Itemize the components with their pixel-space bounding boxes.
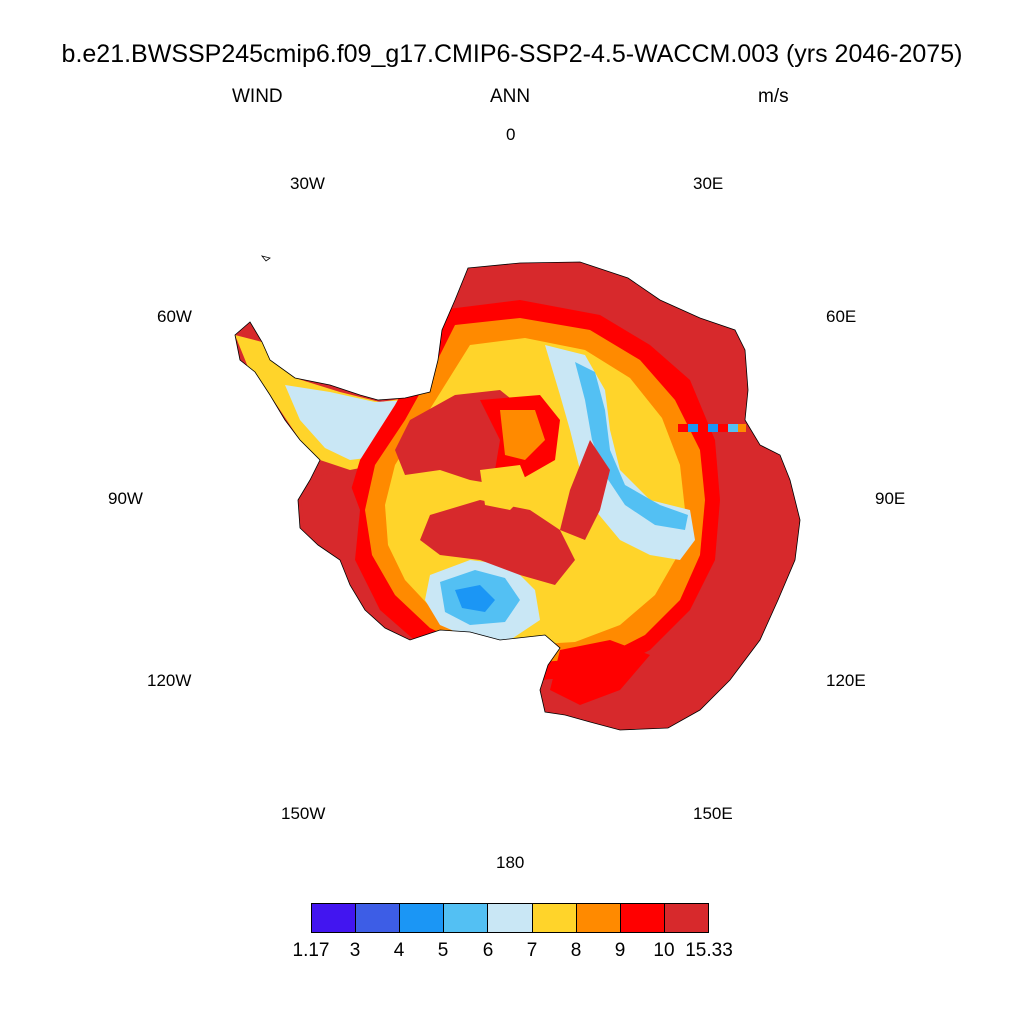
- island-outline: [260, 255, 271, 262]
- wind-pole-center: [480, 465, 530, 510]
- colorbar-label: 4: [393, 940, 405, 961]
- lon-label-120e: 120E: [826, 671, 866, 690]
- lon-label-0: 0: [506, 125, 516, 144]
- colorbar-label: 6: [482, 940, 494, 961]
- lon-label-30w: 30W: [290, 174, 325, 193]
- wind-core-east: [560, 440, 610, 540]
- amery-strip: [678, 424, 746, 432]
- wind-rim-west: [300, 470, 375, 620]
- coastline: [234, 261, 801, 731]
- lon-label-180: 180: [496, 853, 525, 872]
- colorbar-label: 8: [570, 940, 582, 961]
- colorbar-label: 10: [653, 940, 675, 961]
- wind-core-south: [420, 500, 575, 585]
- colorbar-swatch: [356, 904, 401, 932]
- colorbar-label: 9: [614, 940, 626, 961]
- colorbar-label: 1.17: [292, 940, 330, 961]
- colorbar-swatch: [488, 904, 533, 932]
- lon-label-60e: 60E: [826, 307, 857, 326]
- colorbar-swatch: [576, 904, 621, 932]
- season-label: ANN: [490, 86, 531, 107]
- colorbar-label: 15.33: [685, 940, 733, 961]
- lon-label-150e: 150E: [693, 804, 733, 823]
- units-label: m/s: [758, 86, 789, 107]
- lon-label-90w: 90W: [108, 489, 143, 508]
- colorbar-label: 3: [349, 940, 361, 961]
- colorbar-label: 5: [437, 940, 449, 961]
- wind-level-5-6-east: [575, 362, 688, 530]
- lon-label-30e: 30E: [693, 174, 724, 193]
- lon-label-120w: 120W: [147, 671, 192, 690]
- lon-label-90e: 90E: [875, 489, 906, 508]
- wind-core-north-inner: [500, 410, 545, 460]
- lon-label-60w: 60W: [157, 307, 192, 326]
- plot-title: b.e21.BWSSP245cmip6.f09_g17.CMIP6-SSP2-4…: [61, 40, 963, 68]
- colorbar-swatch: [312, 904, 357, 932]
- colorbar-swatch: [444, 904, 489, 932]
- colorbar-swatch: [400, 904, 445, 932]
- lon-label-150w: 150W: [281, 804, 326, 823]
- colorbar-swatch: [620, 904, 665, 932]
- colorbar-swatch: [664, 904, 708, 932]
- colorbar: [311, 903, 709, 933]
- variable-label: WIND: [232, 86, 283, 107]
- colorbar-label: 7: [526, 940, 538, 961]
- colorbar-swatch: [532, 904, 577, 932]
- wind-rim-south: [550, 640, 650, 705]
- wind-level-4-5-ross: [455, 585, 495, 612]
